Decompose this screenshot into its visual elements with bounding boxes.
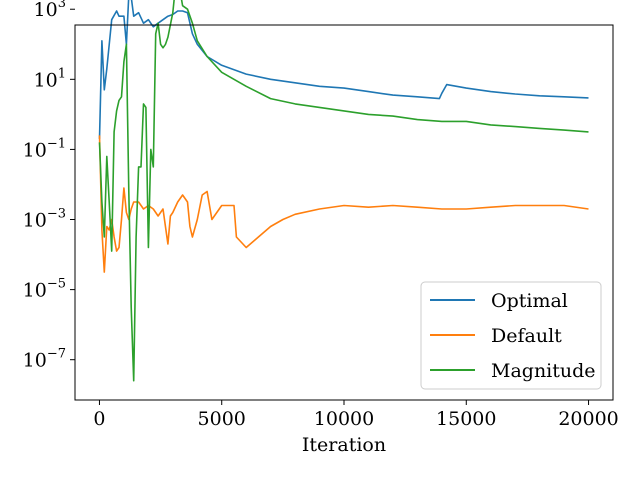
series-line-default (98, 135, 589, 273)
x-tick-label: 20000 (558, 408, 618, 430)
x-tick-label: 0 (93, 408, 105, 430)
legend-box (420, 281, 602, 390)
legend-label-optimal: Optimal (491, 290, 568, 312)
x-axis-label: Iteration (302, 434, 386, 456)
y-tick-label: 10−3 (23, 207, 66, 232)
y-tick-label: 10−1 (23, 136, 66, 161)
y-tick-label: 10−7 (23, 347, 66, 372)
x-tick-label: 15000 (436, 408, 496, 430)
y-tick-label: 10−5 (23, 277, 66, 302)
y-tick-label: 101 (34, 66, 66, 91)
x-axis-ticks: 0 5000 10000 15000 20000 (93, 400, 619, 430)
legend: Optimal Default Magnitude (420, 281, 602, 390)
series-line-magnitude (98, 0, 589, 382)
y-tick-label: 103 (34, 0, 66, 21)
legend-label-magnitude: Magnitude (491, 360, 596, 382)
x-tick-label: 10000 (314, 408, 374, 430)
y-axis-ticks: 103 101 10−1 10−3 10−5 10−7 (23, 0, 75, 372)
legend-label-default: Default (491, 325, 562, 347)
series-line-optimal (98, 0, 589, 139)
x-tick-label: 5000 (198, 408, 246, 430)
series-layer (98, 0, 589, 382)
